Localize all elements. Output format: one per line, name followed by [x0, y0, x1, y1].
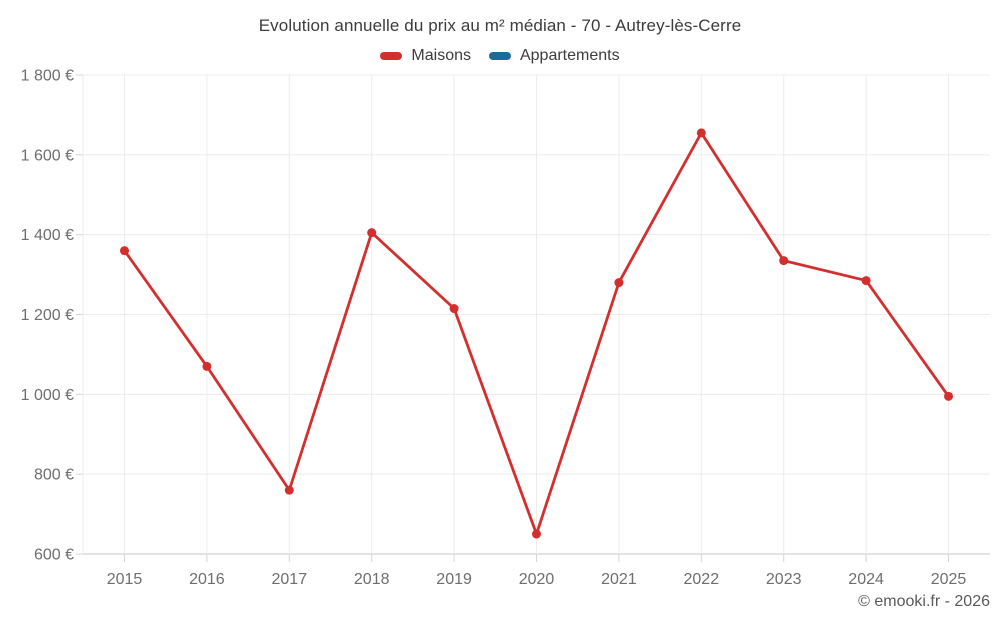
- data-point-maisons-2018[interactable]: [367, 228, 377, 238]
- data-point-maisons-2016[interactable]: [202, 361, 212, 371]
- x-axis-tick-label: 2018: [354, 571, 390, 588]
- legend-item-maisons[interactable]: Maisons: [380, 47, 471, 65]
- x-axis-tick-label: 2015: [107, 571, 143, 588]
- y-axis-tick-label: 1 400 €: [21, 227, 74, 244]
- legend-swatch: [380, 52, 403, 60]
- x-axis-tick-label: 2025: [931, 571, 967, 588]
- data-point-maisons-2017[interactable]: [284, 485, 294, 495]
- copyright-text: © emooki.fr - 2026: [858, 593, 990, 610]
- x-axis-tick-label: 2019: [436, 571, 472, 588]
- data-point-maisons-2021[interactable]: [614, 278, 624, 288]
- legend-label: Appartements: [519, 47, 620, 64]
- y-axis-tick-label: 1 200 €: [21, 307, 74, 324]
- data-point-maisons-2023[interactable]: [779, 256, 789, 266]
- data-point-maisons-2022[interactable]: [696, 128, 706, 138]
- y-axis-tick-label: 1 000 €: [21, 387, 74, 404]
- y-axis-tick-label: 800 €: [34, 467, 74, 484]
- data-point-maisons-2015[interactable]: [120, 246, 129, 256]
- x-axis-tick-label: 2017: [272, 571, 308, 588]
- y-axis-tick-label: 1 800 €: [21, 68, 74, 85]
- chart-title: Evolution annuelle du prix au m² médian …: [258, 16, 742, 35]
- legend-label: Maisons: [411, 47, 471, 64]
- data-point-maisons-2025[interactable]: [944, 391, 953, 401]
- x-axis-tick-label: 2020: [519, 571, 555, 588]
- data-point-maisons-2020[interactable]: [532, 529, 541, 539]
- data-point-maisons-2024[interactable]: [861, 276, 871, 286]
- x-axis-tick-label: 2016: [189, 571, 225, 588]
- x-axis-tick-label: 2022: [684, 571, 720, 588]
- x-axis-tick-label: 2021: [601, 571, 637, 588]
- legend-item-appartements[interactable]: Appartements: [488, 47, 620, 65]
- data-point-maisons-2019[interactable]: [449, 304, 459, 314]
- y-axis-tick-label: 600 €: [34, 547, 74, 564]
- x-axis-tick-label: 2024: [848, 571, 884, 588]
- y-axis-tick-label: 1 600 €: [21, 147, 74, 164]
- chart-legend: Maisons Appartements: [0, 45, 1000, 67]
- legend-swatch: [488, 52, 511, 60]
- x-axis-tick-label: 2023: [766, 571, 802, 588]
